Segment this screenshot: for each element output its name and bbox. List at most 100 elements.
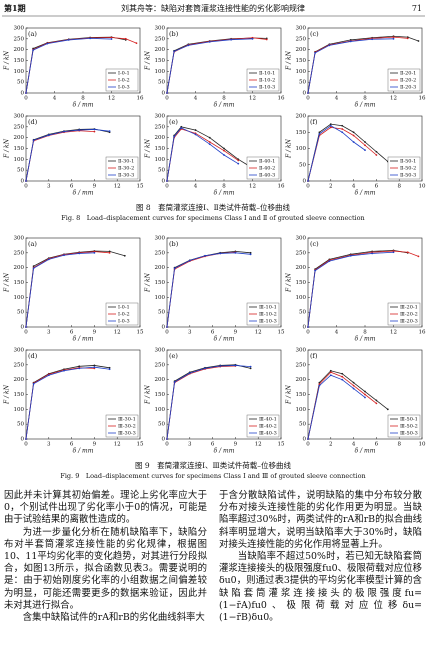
legend-label: Ⅲ-10-3 [259, 319, 277, 325]
legend-label: Ⅲ-30-3 [118, 431, 136, 437]
curve-point [364, 141, 366, 143]
curve-point [108, 250, 111, 253]
curve-point [32, 267, 35, 270]
y-tick-label: 50 [299, 80, 306, 86]
y-axis-label: F / kN [4, 50, 11, 71]
panel-label: (f) [310, 352, 318, 360]
caption-zh: 图 9 套筒灌浆连接Ⅰ、Ⅲ类试件荷载–位移曲线 [135, 460, 292, 470]
y-tick-label: 150 [296, 130, 307, 136]
x-tick-label: 3 [188, 442, 192, 448]
y-tick-label: 300 [296, 348, 307, 354]
x-tick-label: 4 [352, 184, 356, 190]
x-tick-label: 8 [397, 184, 401, 190]
y-tick-label: 300 [155, 114, 166, 120]
curve-point [352, 131, 355, 134]
panel-label: (c) [310, 240, 319, 248]
load-curve [25, 130, 95, 182]
caption-zh: 图 8 套筒灌浆连接Ⅰ、Ⅱ类试件荷载–位移曲线 [136, 202, 290, 212]
x-axis-label: δ / mm [214, 448, 235, 455]
y-tick-label: 250 [155, 250, 166, 256]
curve-point [166, 438, 168, 440]
y-tick-label: 150 [155, 392, 166, 398]
y-tick-label: 0 [21, 179, 25, 185]
curve-point [314, 269, 317, 272]
y-tick-label: 200 [296, 114, 307, 120]
y-tick-label: 100 [155, 69, 166, 75]
legend-box [105, 156, 139, 180]
curve-point [173, 135, 176, 138]
panel-label: (a) [28, 30, 37, 38]
legend-label: Ⅰ-0-2 [118, 312, 130, 318]
x-tick-label: 0 [306, 330, 310, 336]
y-tick-label: 200 [155, 47, 166, 53]
y-tick-label: 200 [14, 265, 25, 271]
figure-area: 第1期 刘其舟等：缺陷对套筒灌浆连接性能的劣化影响规律 71 0 4 8 12 16 0 5… [2, 3, 426, 480]
curve-point [47, 374, 50, 377]
curve-point [208, 143, 211, 146]
curve-point [93, 128, 96, 131]
curve-point [173, 50, 176, 53]
y-tick-label: 100 [14, 295, 25, 301]
curve-point [93, 130, 96, 133]
y-axis-label: F / kN [145, 50, 152, 71]
curve-point [223, 147, 225, 150]
load-curve [25, 37, 112, 94]
y-tick-label: 250 [155, 362, 166, 368]
panel-label: (e) [169, 352, 178, 360]
x-tick-label: 8 [363, 330, 367, 336]
x-tick-label: 0 [24, 442, 28, 448]
curve-point [234, 251, 237, 254]
y-tick-label: 300 [155, 348, 166, 354]
curve-point [234, 364, 237, 367]
curve-point [375, 154, 378, 156]
y-axis-label: F / kN [286, 138, 293, 159]
curve-point [204, 367, 206, 370]
x-tick-label: 6 [70, 330, 74, 336]
curve-point [194, 129, 197, 131]
curve-point [406, 36, 409, 38]
curve-point [208, 141, 211, 143]
y-tick-label: 150 [296, 280, 307, 286]
legend-box [246, 414, 280, 438]
load-curve [166, 364, 251, 440]
curve-point [352, 387, 355, 390]
legend-label: Ⅱ-50-1 [400, 159, 416, 165]
curve-point [108, 251, 111, 254]
curve-point [341, 124, 344, 127]
panel-label: (a) [28, 240, 37, 248]
x-tick-label: 9 [234, 442, 238, 448]
curve-point [364, 144, 366, 147]
y-tick-label: 250 [14, 250, 25, 256]
legend-label: Ⅲ-30-1 [118, 417, 136, 423]
paragraph: 于含分散缺陷试件，说明缺陷的集中分布较分散分布对接头连接性能的劣化作用更为明显。… [219, 490, 422, 550]
curve-point [110, 38, 113, 40]
legend-label: Ⅲ-40-1 [259, 417, 277, 423]
x-tick-label: 3 [47, 330, 51, 336]
legend-label: Ⅰ-0-1 [118, 71, 130, 77]
curve-point [32, 139, 35, 142]
x-tick-label: 10 [419, 184, 426, 190]
caption-en: Fig. 8 Load–displacement curves for spec… [61, 214, 365, 222]
load-curve [166, 365, 251, 440]
x-tick-label: 15 [278, 330, 285, 336]
legend-label: Ⅱ-10-2 [259, 78, 275, 84]
legend-label: Ⅱ-40-3 [259, 173, 275, 179]
curve-point [166, 92, 168, 94]
x-tick-label: 15 [278, 442, 285, 448]
x-tick-label: 4 [53, 96, 57, 102]
legend-label: Ⅲ-20-2 [400, 312, 418, 318]
x-tick-label: 8 [222, 184, 226, 190]
y-tick-label: 200 [296, 377, 307, 383]
curve-point [352, 384, 355, 387]
x-tick-label: 0 [165, 184, 169, 190]
y-tick-label: 300 [14, 114, 25, 120]
y-tick-label: 100 [155, 295, 166, 301]
y-tick-label: 150 [296, 392, 307, 398]
curve-point [89, 37, 92, 40]
load-curve [166, 252, 251, 328]
paragraph: 当缺陷率不超过50%时，若已知无缺陷套筒灌浆连接接头的极限强度fu0、极限荷载对… [219, 551, 422, 624]
curve-point [173, 381, 176, 383]
y-tick-label: 150 [14, 392, 25, 398]
y-tick-label: 0 [162, 437, 166, 443]
x-tick-label: 12 [249, 184, 256, 190]
